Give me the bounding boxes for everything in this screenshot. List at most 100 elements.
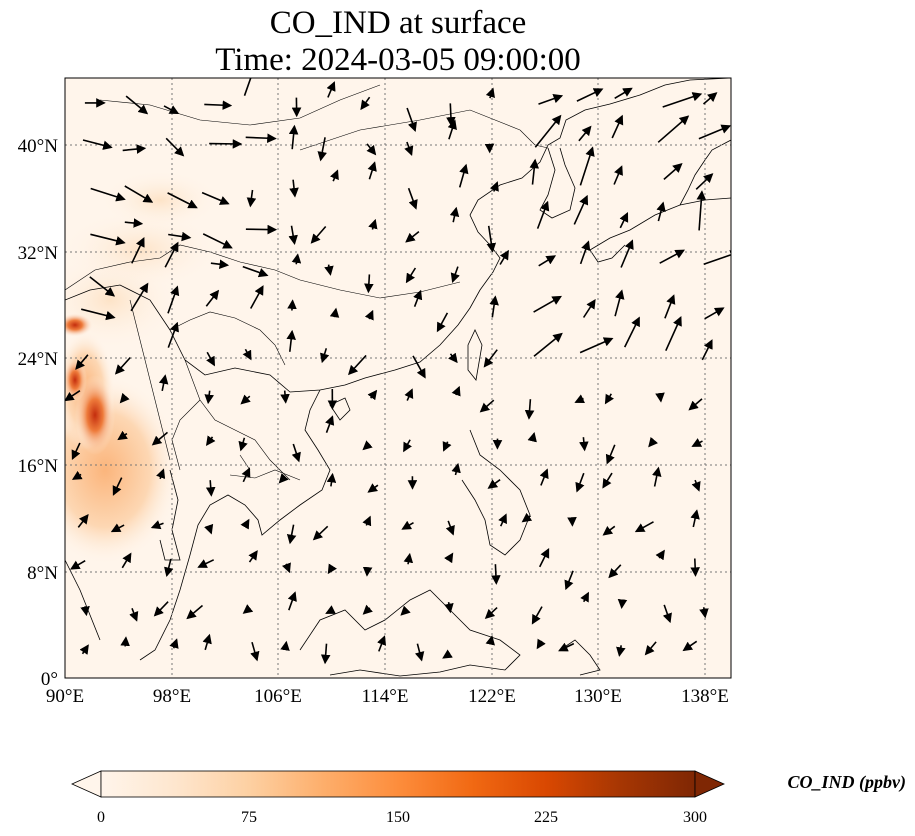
wind-arrow <box>695 173 714 190</box>
wind-arrow <box>405 267 417 284</box>
wind-arrow <box>286 524 297 545</box>
wind-arrow <box>484 607 498 619</box>
wind-arrow <box>90 233 126 246</box>
wind-arrow <box>575 472 585 493</box>
wind-arrow <box>241 467 251 483</box>
wind-arrow <box>317 137 327 162</box>
wind-arrow <box>206 351 215 367</box>
wind-arrow <box>367 483 379 493</box>
wind-arrow <box>204 390 214 405</box>
wind-arrow <box>250 641 260 662</box>
wind-arrow <box>164 558 174 578</box>
wind-arrow <box>564 570 574 591</box>
wind-arrow <box>536 638 546 650</box>
wind-arrow <box>366 143 377 156</box>
wind-arrow <box>242 265 269 278</box>
wind-arrow <box>442 441 452 452</box>
wind-arrow <box>688 398 703 411</box>
wind-arrow <box>444 552 454 564</box>
wind-arrow <box>89 276 116 297</box>
x-tick-label: 130°E <box>574 686 622 707</box>
wind-arrow <box>130 282 149 312</box>
wind-arrow <box>82 139 113 150</box>
wind-arrow <box>531 606 543 625</box>
x-axis-ticks: 90°E 98°E 106°E 114°E 122°E 130°E 138°E <box>46 686 729 707</box>
wind-arrow <box>245 133 277 143</box>
country-borders <box>65 84 549 481</box>
wind-arrow <box>539 468 549 486</box>
wind-arrow <box>362 566 373 577</box>
wind-arrow <box>150 520 164 530</box>
wind-arrow <box>71 470 83 480</box>
wind-arrow <box>364 309 374 321</box>
wind-arrow <box>665 316 682 352</box>
wind-arrow <box>404 388 414 401</box>
wind-arrow <box>529 158 540 185</box>
colorbar-tick-label: 75 <box>241 809 257 826</box>
wind-arrow <box>77 514 89 528</box>
wind-arrow <box>608 564 622 579</box>
wind-arrow <box>201 191 230 205</box>
wind-arrow <box>125 95 149 115</box>
wind-arrow <box>151 431 169 446</box>
wind-arrow <box>400 605 411 616</box>
colorbar-tick-label: 300 <box>683 809 707 826</box>
wind-arrow <box>648 436 659 448</box>
map-frame <box>64 77 732 679</box>
colorbar-tick-label: 0 <box>97 809 105 826</box>
wind-arrow <box>444 601 454 614</box>
wind-arrow <box>659 249 686 264</box>
chart-title: CO_IND at surface <box>269 5 527 41</box>
wind-arrow <box>521 512 533 523</box>
wind-arrow <box>407 187 418 210</box>
wind-arrow <box>165 137 185 157</box>
wind-arrow <box>112 477 123 496</box>
wind-arrow <box>690 509 700 528</box>
x-tick-label: 98°E <box>153 686 191 707</box>
colorbar-extend-min <box>71 770 102 798</box>
wind-arrow <box>579 146 595 186</box>
y-tick-label: 16°N <box>18 456 59 477</box>
x-tick-label: 138°E <box>681 686 729 707</box>
wind-arrow <box>486 225 497 253</box>
wind-arrow <box>362 440 373 451</box>
wind-arrow <box>614 87 633 99</box>
x-tick-label: 106°E <box>254 686 302 707</box>
wind-arrow <box>119 392 130 404</box>
wind-arrow <box>690 558 700 577</box>
wind-arrow <box>479 399 495 413</box>
wind-arrow <box>167 192 198 209</box>
wind-arrow <box>121 552 132 569</box>
wind-arrow <box>291 253 302 265</box>
wind-arrow <box>489 295 499 318</box>
wind-arrow <box>131 237 145 264</box>
wind-arrow <box>289 179 299 198</box>
wind-arrow <box>197 559 215 568</box>
wind-arrow <box>117 430 128 441</box>
wind-arrow <box>280 390 290 404</box>
wind-arrow <box>124 218 144 228</box>
y-tick-label: 8°N <box>27 563 58 584</box>
map-plot-area <box>65 78 731 678</box>
wind-arrow <box>163 105 180 115</box>
wind-arrow <box>483 349 498 368</box>
wind-arrow <box>248 550 258 563</box>
wind-arrow <box>110 523 125 533</box>
wind-arrow <box>538 94 564 105</box>
wind-arrow <box>367 389 378 401</box>
wind-arrow <box>329 169 339 182</box>
wind-arrow <box>367 161 377 180</box>
wind-arrow <box>616 645 626 657</box>
wind-arrow <box>403 439 412 453</box>
wind-arrow <box>205 480 216 497</box>
wind-arrow <box>582 298 596 318</box>
wind-arrow <box>617 598 628 609</box>
wind-arrow <box>405 230 420 243</box>
wind-arrow <box>573 194 589 225</box>
wind-arrow <box>129 608 139 622</box>
wind-arrow <box>310 225 327 244</box>
concentration-field <box>65 170 220 565</box>
wind-arrow <box>613 165 623 185</box>
colorbar: 0 75 150 225 300 CO_IND (ppbv) <box>71 770 906 826</box>
